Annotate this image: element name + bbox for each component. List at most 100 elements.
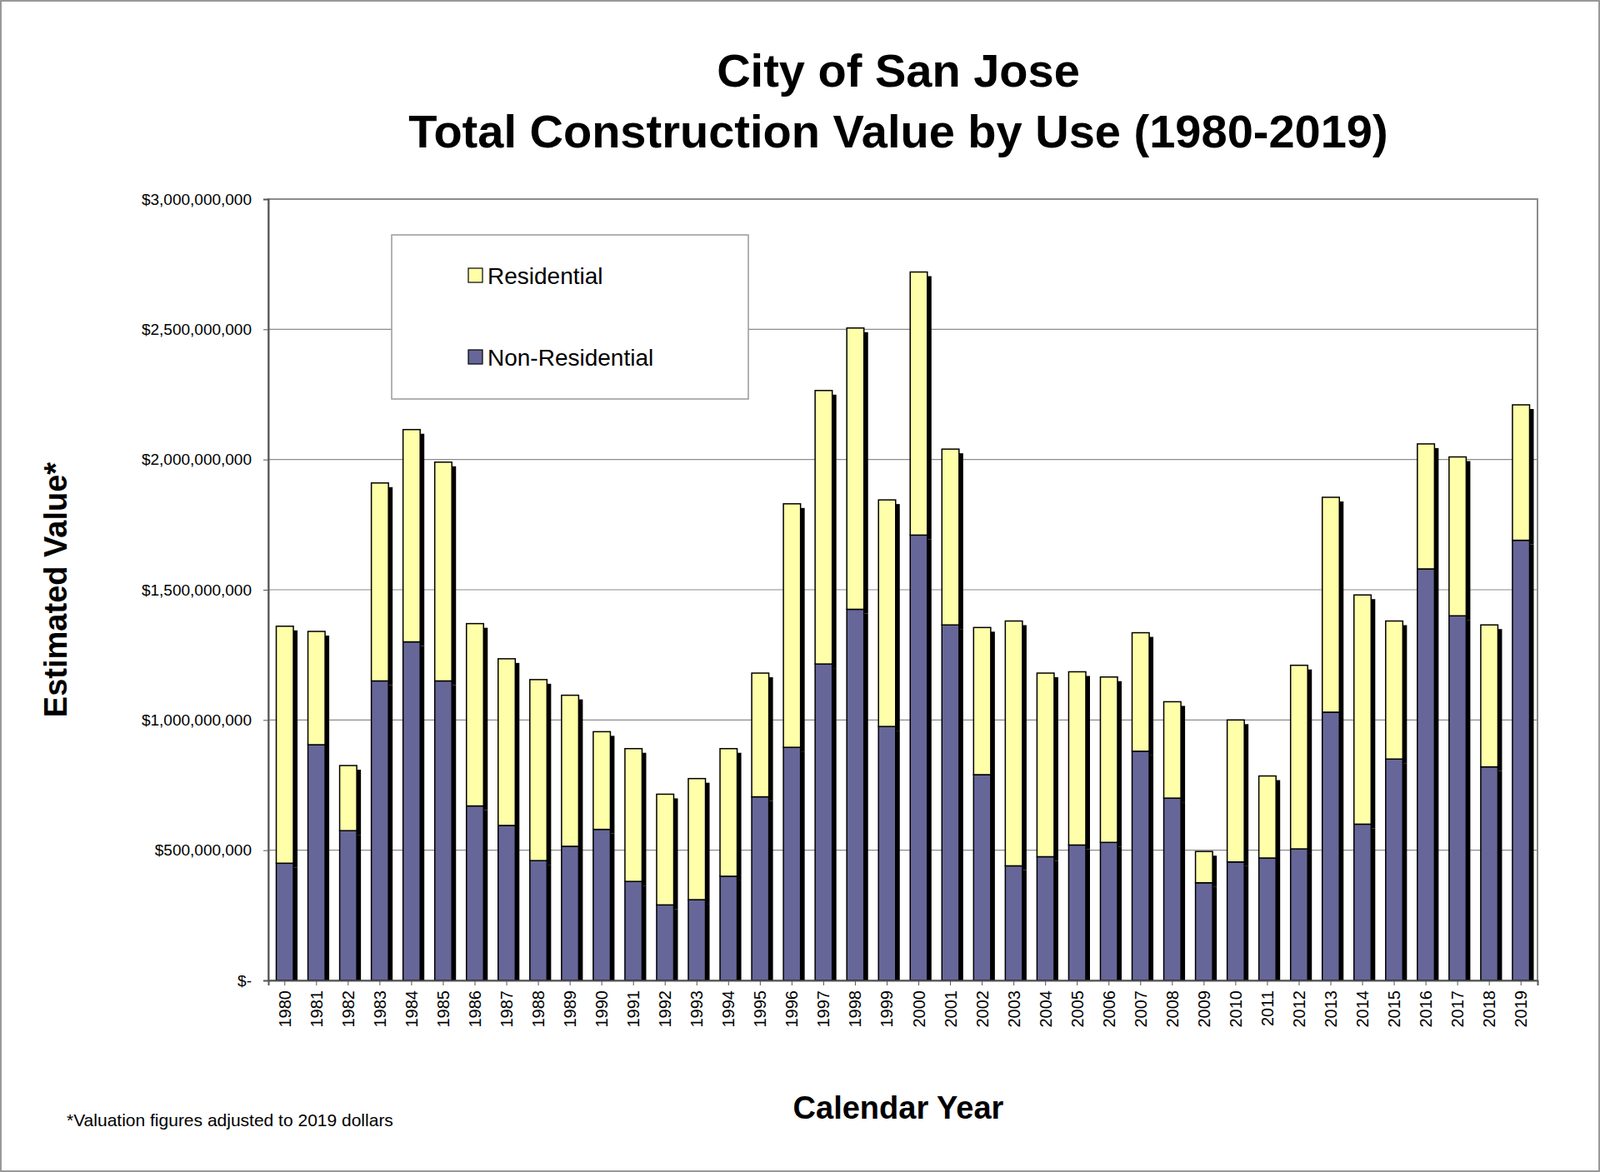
grid [268,199,1538,981]
x-tick: 2014 [1353,980,1372,1029]
bar [1227,720,1245,862]
x-tick-mark [1330,980,1331,986]
x-tick: 2015 [1385,980,1404,1029]
x-tick-mark [379,980,380,986]
x-tick: 2016 [1416,980,1435,1029]
bar [910,535,928,981]
x-tick-mark [981,980,983,986]
x-tick-label: 2004 [1036,990,1055,1029]
x-tick: 2019 [1511,980,1530,1029]
y-tick-mark [263,980,269,982]
x-tick-mark [665,980,666,986]
bar [498,825,516,981]
y-tick: $500,000,000 [155,841,269,860]
x-tick-label: 1987 [497,990,516,1029]
x-tick-label: 2013 [1321,990,1340,1029]
x-tick-label: 1996 [782,990,801,1029]
x-tick-mark [1457,980,1459,986]
x-tick: 1999 [877,980,896,1029]
x-tick-mark [538,980,540,986]
x-tick-label: 2006 [1100,990,1119,1029]
bar [561,695,580,847]
bar [498,659,516,826]
bar [941,625,960,981]
x-tick-mark [475,980,476,986]
x-tick-mark [1013,980,1015,986]
bar [1480,625,1499,767]
bar [1259,858,1277,981]
bar [720,876,738,981]
x-tick-label: 2008 [1163,990,1182,1029]
y-tick: $2,500,000,000 [141,320,269,339]
x-tick-mark [315,980,317,986]
x-tick-label: 2002 [973,990,992,1029]
y-tick-label: $3,000,000,000 [141,190,252,209]
x-tick-mark [1362,980,1364,986]
x-tick-label: 1984 [402,990,421,1029]
y-tick: $3,000,000,000 [141,190,269,209]
y-tick: $1,500,000,000 [141,581,269,600]
bar [878,726,896,981]
x-tick-mark [601,980,603,986]
bar [688,900,706,981]
x-tick-label: 1998 [845,990,865,1029]
x-tick-mark [570,980,571,986]
x-tick-mark [855,980,856,986]
bar [1385,759,1404,981]
x-tick: 1998 [845,980,865,1029]
bar [815,664,833,981]
x-tick: 1989 [560,980,580,1029]
x-tick-label: 1992 [655,990,675,1029]
x-tick-mark [506,980,508,986]
bar [1480,767,1499,981]
x-tick-label: 1983 [370,990,390,1029]
x-tick-mark [1203,980,1205,986]
x-tick: 2009 [1195,980,1214,1029]
x-tick: 2008 [1163,980,1182,1029]
x-tick-mark [1235,980,1236,986]
x-tick-label: 2017 [1448,990,1467,1029]
bar [561,846,580,981]
x-tick: 1985 [434,980,453,1029]
bar [783,747,801,981]
bar [403,430,421,643]
x-tick: 1987 [497,980,516,1029]
bar [1417,569,1435,981]
bar [1005,865,1023,981]
x-tick-label: 1986 [465,990,485,1029]
bar [1068,845,1086,981]
bar [1322,497,1340,713]
x-axis: 1980198119821983198419851986198719881989… [269,980,1539,1029]
x-tick: 1988 [529,980,548,1029]
bar [276,626,295,865]
x-tick: 1991 [624,980,643,1029]
x-tick-mark [1394,980,1395,986]
y-tick-mark [263,460,269,461]
bar [1259,776,1277,859]
x-axis-title: Calendar Year [793,1090,1005,1126]
bar [1164,798,1182,981]
x-tick-mark [633,980,635,986]
x-tick-label: 1990 [592,990,611,1029]
y-tick: $2,000,000,000 [141,450,269,469]
y-axis: $- $500,000,000 $1,000,000,000 $1,500,000,0… [141,190,270,990]
legend-swatch [468,350,483,365]
x-tick: 2002 [973,980,992,1029]
subtitle: Total Construction Value by Use (1980-20… [408,105,1388,158]
bar [340,765,358,831]
x-tick-label: 1988 [529,990,548,1029]
bar [308,745,326,981]
x-tick-label: 2014 [1353,990,1372,1029]
x-tick: 2000 [910,980,929,1029]
x-tick: 1986 [465,980,485,1029]
x-tick-label: 2012 [1290,990,1309,1029]
y-tick: $- [237,972,269,990]
x-tick-label: 1981 [307,990,326,1029]
bar [1449,615,1467,981]
bar [1132,633,1150,752]
bar [1005,621,1023,867]
bar [720,749,738,877]
x-tick-mark [1425,980,1427,986]
y-tick-label: $1,000,000,000 [141,711,252,730]
bar [371,680,390,981]
